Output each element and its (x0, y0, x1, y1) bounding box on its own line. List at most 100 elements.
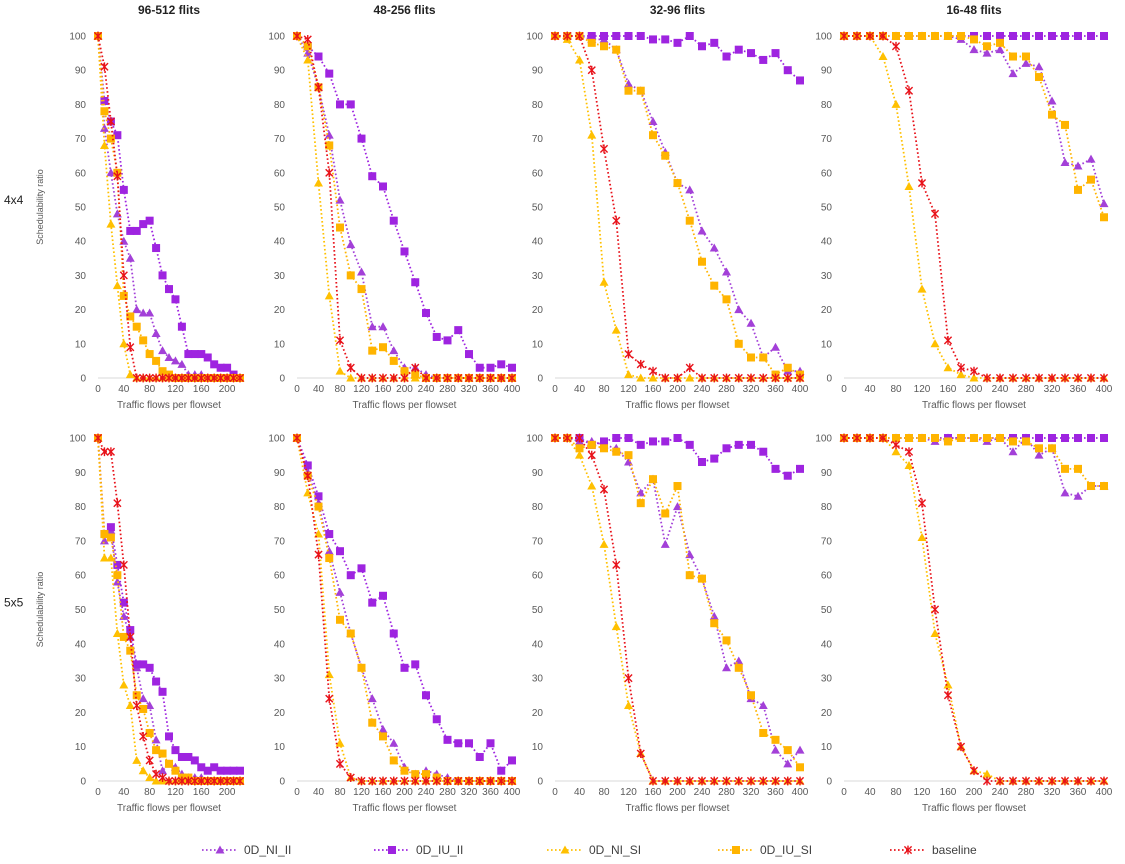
data-point (1060, 776, 1070, 786)
data-point (1048, 110, 1056, 119)
data-point (698, 257, 706, 266)
data-point (119, 632, 128, 641)
data-point (216, 363, 225, 372)
series-line-baseline (97, 437, 240, 782)
data-point (795, 745, 805, 754)
y-tick-label: 30 (274, 674, 286, 685)
y-tick-label: 80 (532, 100, 544, 111)
data-point (904, 181, 914, 190)
data-point (177, 322, 186, 331)
series-line-0D_NI_SI (554, 35, 800, 379)
data-point (497, 360, 506, 369)
data-point (443, 336, 452, 345)
legend-marker (560, 845, 570, 854)
data-point (454, 373, 463, 383)
x-tick-label: 240 (694, 384, 711, 395)
data-point (771, 776, 780, 786)
data-point (600, 444, 608, 453)
data-point (325, 554, 334, 563)
data-point (119, 339, 129, 348)
data-point (1087, 434, 1095, 442)
data-point (710, 776, 719, 786)
data-point (722, 776, 731, 786)
data-point (152, 746, 161, 755)
data-point (475, 363, 484, 372)
data-point (119, 271, 128, 280)
data-point (324, 546, 334, 555)
data-point (612, 560, 621, 570)
data-point (100, 62, 109, 72)
data-point (624, 86, 633, 95)
y-tick-label: 70 (75, 536, 87, 547)
y-tick-label: 70 (274, 536, 286, 547)
data-point (203, 373, 212, 383)
x-axis-label: Traffic flows per flowset (922, 400, 1026, 411)
legend-swatch (547, 845, 583, 854)
data-point (698, 458, 706, 467)
data-point (983, 434, 991, 442)
x-tick-label: 360 (767, 787, 784, 798)
data-point (389, 776, 398, 786)
data-point (106, 168, 116, 177)
series-line-baseline (296, 437, 512, 782)
data-point (982, 373, 992, 383)
data-point (891, 447, 901, 456)
data-point (126, 342, 135, 352)
data-point (636, 373, 646, 382)
legend-item: 0D_NI_II (200, 838, 291, 862)
data-point (970, 434, 978, 442)
y-tick-label: 10 (821, 339, 833, 350)
data-point (378, 322, 388, 331)
data-point (335, 738, 345, 747)
data-point (126, 646, 135, 655)
data-point (335, 587, 345, 596)
data-point (995, 776, 1005, 786)
data-point (132, 701, 141, 710)
data-point (575, 444, 584, 453)
x-tick-label: 40 (118, 384, 130, 395)
data-point (891, 99, 901, 108)
data-point (612, 45, 621, 54)
data-point (508, 363, 516, 372)
data-point (599, 144, 609, 154)
data-point (411, 363, 420, 373)
series-line-0D_IU_II (97, 437, 240, 772)
data-point (734, 656, 744, 665)
data-point (969, 766, 979, 776)
y-tick-label: 30 (532, 271, 544, 282)
data-point (197, 763, 206, 772)
row-label: 5x5 (4, 596, 24, 610)
x-tick-label: 120 (620, 787, 637, 798)
y-tick-label: 10 (274, 742, 286, 753)
y-axis-label: Schedulability ratio (35, 169, 45, 245)
y-tick-label: 90 (75, 66, 87, 77)
data-point (710, 454, 719, 463)
chart-panel: 0 10 20 30 40 50 60 70 80 90 100 0 40 80 120 160 200 Traf… (35, 31, 245, 411)
data-point (368, 346, 377, 355)
data-point (734, 45, 743, 54)
data-point (400, 663, 409, 672)
x-tick-label: 400 (504, 384, 521, 395)
data-point (550, 433, 560, 443)
y-tick-label: 70 (75, 134, 87, 145)
y-tick-label: 30 (532, 674, 544, 685)
x-tick-label: 0 (294, 787, 300, 798)
data-point (734, 776, 743, 786)
data-point (422, 691, 430, 700)
data-point (292, 433, 302, 443)
x-tick-label: 120 (353, 384, 370, 395)
data-point (995, 45, 1005, 54)
data-point (599, 539, 609, 548)
x-tick-label: 40 (864, 787, 876, 798)
y-tick-label: 100 (526, 434, 543, 445)
data-point (197, 776, 206, 786)
data-point (1074, 464, 1082, 473)
y-tick-label: 40 (532, 237, 544, 248)
data-point (210, 360, 219, 369)
series-line-0D_NI_II (296, 437, 512, 782)
data-point (771, 342, 780, 351)
data-point (99, 553, 109, 562)
data-point (575, 55, 584, 64)
y-tick-label: 80 (532, 502, 544, 513)
data-point (1047, 373, 1057, 383)
